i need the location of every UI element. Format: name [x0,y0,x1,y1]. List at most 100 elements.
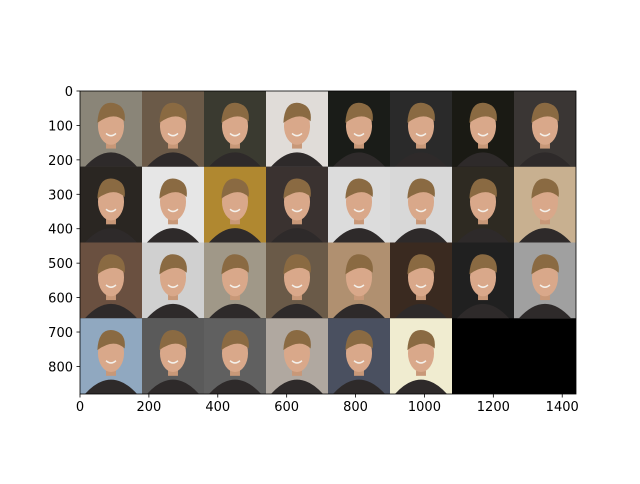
face-thumbnail [266,166,328,243]
shoulders [146,152,200,167]
hair [221,254,249,275]
hair [159,330,187,351]
smile [415,360,427,364]
face-thumbnail [204,91,266,167]
face-thumbnail [514,166,576,243]
face-thumbnail [328,318,390,394]
hair [469,254,497,275]
smile [415,284,427,288]
smile [167,360,179,364]
x-tick-label: 1400 [546,400,579,415]
y-tick-label: 100 [48,119,73,134]
face-thumbnail [390,166,452,243]
y-tick-label: 300 [48,188,73,203]
smile [291,132,303,137]
smile [539,284,551,288]
shoulders [518,152,572,167]
face-thumbnail [452,242,514,319]
shoulders [518,303,572,319]
smile [353,360,365,364]
y-tick-label: 500 [48,257,73,272]
hair [407,254,435,275]
face-thumbnail [390,242,452,319]
shoulders [84,379,138,394]
smile [291,208,303,213]
shoulders [146,303,200,319]
hair [159,102,187,123]
x-tick-label: 1000 [408,400,441,415]
smile [353,208,365,213]
face-thumbnail [390,91,452,167]
hair [345,178,373,199]
smile [105,132,117,137]
x-tick-label: 800 [343,400,368,415]
x-tick-label: 1200 [477,400,510,415]
face-thumbnail [204,318,266,394]
hair [283,254,311,275]
shoulders [146,379,200,394]
shoulders [270,303,324,319]
x-tick-label: 0 [76,400,84,415]
shoulders [270,379,324,394]
y-tick-label: 200 [48,154,73,169]
shoulders [146,228,200,243]
face-thumbnail [514,242,576,319]
face-thumbnail [514,91,576,167]
y-tick-label: 0 [65,85,73,100]
smile [229,208,241,213]
smile [291,284,303,288]
face-thumbnail [328,242,390,319]
shoulders [332,379,386,394]
smile [105,360,117,364]
shoulders [270,152,324,167]
y-tick-label: 400 [48,223,73,238]
shoulders [208,303,262,319]
y-tick-label: 700 [48,326,73,341]
face-thumbnail [142,242,204,319]
shoulders [208,152,262,167]
shoulders [394,228,448,243]
hair [531,254,559,275]
hair [221,102,249,123]
smile [229,284,241,288]
shoulders [208,228,262,243]
smile [415,208,427,213]
face-thumbnail [142,318,204,394]
smile [291,360,303,364]
face-thumbnail [266,91,328,167]
smile [229,132,241,137]
smile [229,360,241,364]
hair [531,178,559,199]
shoulders [84,152,138,167]
smile [105,284,117,288]
hair [345,330,373,351]
hair [469,178,497,199]
smile [539,208,551,213]
hair [407,330,435,351]
hair [97,178,125,199]
hair [159,178,187,199]
smile [415,132,427,137]
face-thumbnail [142,166,204,243]
shoulders [208,379,262,394]
shoulders [456,152,510,167]
axes-frame [79,90,577,395]
shoulders [84,228,138,243]
face-thumbnail [328,166,390,243]
image-grid [80,91,576,394]
hair [345,254,373,275]
x-tick-label: 600 [274,400,299,415]
hair [407,178,435,199]
hair [531,102,559,123]
hair [221,178,249,199]
smile [477,132,489,137]
shoulders [270,228,324,243]
face-thumbnail [80,91,142,167]
shoulders [394,303,448,319]
smile [167,208,179,213]
hair [283,330,311,351]
face-thumbnail [390,318,452,394]
smile [477,284,489,288]
hair [221,330,249,351]
